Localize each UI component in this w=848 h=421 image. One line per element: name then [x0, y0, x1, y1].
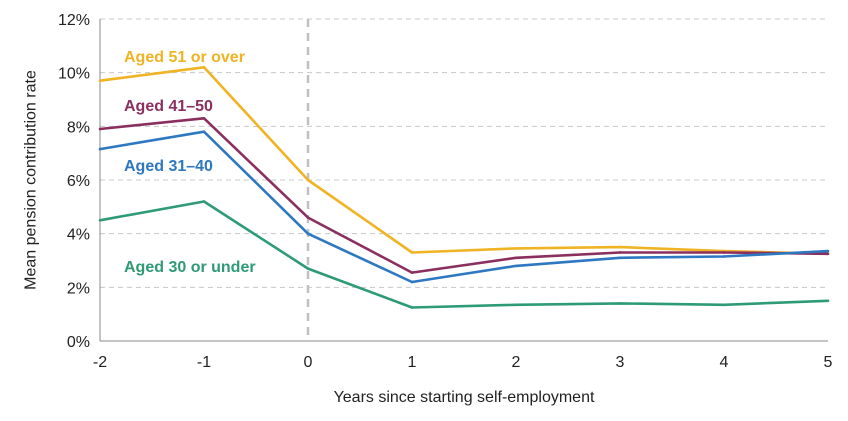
data-point-aged-30-or-under [98, 218, 102, 222]
data-point-aged-41-50 [98, 127, 102, 131]
data-point-aged-41-50 [514, 256, 518, 260]
data-point-aged-51-or-over [202, 66, 206, 69]
data-point-aged-31-40 [202, 130, 206, 133]
x-tick-label: -2 [93, 354, 107, 371]
data-point-aged-30-or-under [202, 200, 206, 203]
y-tick-label: 10% [58, 66, 90, 83]
x-tick-labels: -2 -1 0 1 2 3 4 5 [93, 354, 833, 371]
data-point-aged-31-40 [306, 232, 310, 235]
data-point-aged-31-40 [618, 256, 622, 260]
data-point-aged-31-40 [722, 255, 726, 258]
data-point-aged-31-40 [410, 280, 414, 284]
data-point-aged-30-or-under [722, 303, 726, 307]
y-tick-label: 4% [67, 227, 90, 244]
series-lines [98, 66, 830, 309]
x-tick-label: 4 [720, 354, 729, 371]
series-line-aged-51-or-over [99, 66, 829, 256]
data-point-aged-31-40 [98, 147, 102, 151]
y-tick-label: 2% [67, 280, 90, 297]
series-label-aged-51-or-over: Aged 51 or over [124, 49, 245, 66]
series-label-aged-31-40: Aged 31–40 [124, 158, 213, 175]
y-tick-label: 0% [67, 334, 90, 351]
data-point-aged-31-40 [514, 264, 518, 268]
series-line-aged-30-or-under [99, 200, 829, 309]
x-axis-title: Years since starting self-employment [334, 389, 595, 406]
data-point-aged-51-or-over [514, 247, 518, 250]
y-tick-label: 8% [67, 119, 90, 136]
series-line-aged-31-40 [99, 130, 829, 284]
data-point-aged-51-or-over [618, 245, 622, 249]
data-point-aged-30-or-under [618, 302, 622, 305]
data-point-aged-30-or-under [826, 299, 830, 303]
y-tick-labels: 0% 2% 4% 6% 8% 10% 12% [58, 12, 90, 351]
y-axis-title: Mean pension contribution rate [23, 70, 40, 290]
series-line-aged-41-50 [99, 117, 829, 274]
data-point-aged-51-or-over [98, 79, 102, 83]
y-tick-label: 12% [58, 12, 90, 29]
data-point-aged-51-or-over [410, 251, 414, 254]
x-tick-label: 2 [512, 354, 521, 371]
axes [99, 19, 828, 342]
data-point-aged-41-50 [202, 116, 206, 120]
x-tick-label: 3 [616, 354, 625, 371]
grid-lines [100, 18, 828, 288]
data-point-aged-41-50 [618, 251, 622, 254]
x-tick-label: 0 [304, 354, 313, 371]
series-label-aged-30-or-under: Aged 30 or under [124, 259, 256, 276]
data-point-aged-30-or-under [410, 306, 414, 309]
data-point-aged-41-50 [826, 252, 830, 256]
data-point-aged-30-or-under [514, 303, 518, 307]
x-tick-label: 1 [408, 354, 417, 371]
data-point-aged-31-40 [826, 249, 830, 253]
series-labels: Aged 51 or over Aged 41–50 Aged 31–40 Aged … [124, 49, 256, 276]
data-point-aged-51-or-over [306, 178, 310, 182]
series-label-aged-41-50: Aged 41–50 [124, 98, 213, 115]
data-point-aged-41-50 [410, 271, 414, 274]
x-tick-label: 5 [824, 354, 833, 371]
data-point-aged-41-50 [306, 216, 310, 219]
data-point-aged-41-50 [722, 251, 726, 254]
x-tick-label: -1 [197, 354, 211, 371]
y-tick-label: 6% [67, 173, 90, 190]
data-point-aged-30-or-under [306, 267, 310, 270]
